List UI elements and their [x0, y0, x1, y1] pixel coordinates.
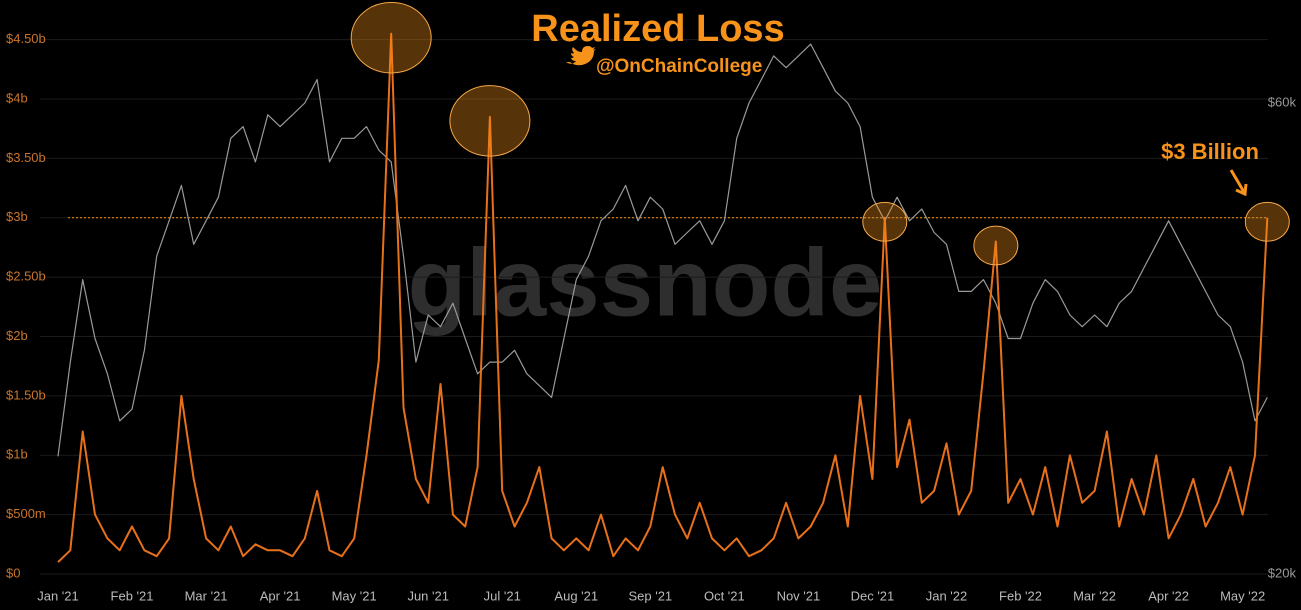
highlight-circle [862, 201, 908, 242]
highlight-circle [350, 2, 432, 74]
x-tick-label: Aug '21 [554, 588, 598, 603]
x-tick-label: Mar '21 [185, 588, 228, 603]
x-tick-label: Feb '21 [111, 588, 154, 603]
y-tick-label: $500m [6, 506, 46, 521]
x-tick-label: Dec '21 [851, 588, 895, 603]
highlight-circle [449, 85, 531, 157]
twitter-icon [566, 46, 596, 66]
x-tick-label: Jan '21 [37, 588, 79, 603]
y-tick-label: $1b [6, 447, 28, 462]
x-tick-label: Apr '22 [1148, 588, 1189, 603]
chart-title: Realized Loss [531, 8, 784, 50]
y2-tick-label: $20k [1268, 565, 1297, 580]
watermark: glassnode [408, 229, 883, 336]
y-tick-label: $3b [6, 209, 28, 224]
price-line [57, 43, 1268, 457]
y-tick-label: $0 [6, 565, 20, 580]
y2-tick-label: $60k [1268, 94, 1297, 109]
y-tick-label: $4.50b [6, 31, 46, 46]
x-tick-label: Oct '21 [704, 588, 745, 603]
x-tick-label: Apr '21 [260, 588, 301, 603]
loss-line [57, 32, 1269, 563]
x-tick-label: Mar '22 [1073, 588, 1116, 603]
annotation: $3 Billion [1161, 139, 1259, 164]
x-tick-label: May '22 [1220, 588, 1265, 603]
annotation-arrow [1229, 169, 1248, 197]
highlight-circle [1244, 201, 1290, 242]
x-tick-label: Sep '21 [628, 588, 672, 603]
y-tick-label: $1.50b [6, 387, 46, 402]
y-tick-label: $4b [6, 90, 28, 105]
highlight-circle [973, 225, 1019, 266]
x-tick-label: Jun '21 [407, 588, 449, 603]
x-tick-label: Nov '21 [777, 588, 821, 603]
x-tick-label: Jan '22 [926, 588, 968, 603]
y-tick-label: $3.50b [6, 150, 46, 165]
y-tick-label: $2.50b [6, 269, 46, 284]
x-tick-label: Jul '21 [484, 588, 521, 603]
x-tick-label: Feb '22 [999, 588, 1042, 603]
y-tick-label: $2b [6, 328, 28, 343]
x-tick-label: May '21 [332, 588, 377, 603]
chart-subtitle: @OnChainCollege [596, 56, 762, 77]
